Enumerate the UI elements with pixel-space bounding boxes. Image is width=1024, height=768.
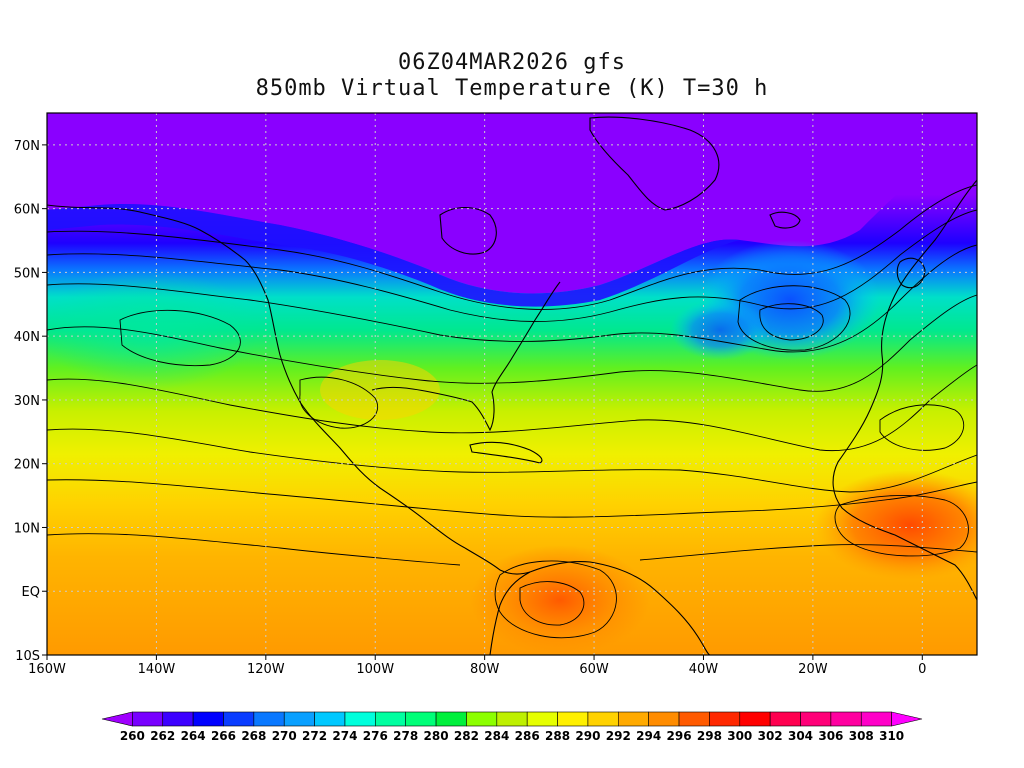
colorbar-label: 262	[150, 729, 175, 743]
lon-tick-label: 100W	[356, 662, 394, 677]
colorbar-swatch	[557, 711, 589, 727]
colorbar-swatch	[162, 711, 194, 727]
colorbar-swatch	[830, 711, 862, 727]
lon-tick-label: 140W	[138, 662, 176, 677]
lat-tick-label: EQ	[22, 585, 40, 600]
colorbar-swatch	[375, 711, 407, 727]
colorbar-label: 280	[424, 729, 449, 743]
colorbar-label: 282	[454, 729, 479, 743]
colorbar-lower-arrow	[101, 711, 133, 727]
colorbar-swatch	[223, 711, 255, 727]
colorbar-label: 286	[515, 729, 540, 743]
colorbar-label: 304	[788, 729, 813, 743]
temperature-colorbar: 260 262 264 266 268 270 272 274 276 278 280 282 284 2…	[101, 711, 923, 743]
longitude-axis: 160W 140W 120W 100W 80W 60W 40W 20W 0	[28, 655, 926, 677]
colorbar-swatch	[132, 711, 164, 727]
lat-tick-label: 50N	[14, 266, 40, 281]
map-title-line1: 06Z04MAR2026 gfs	[398, 50, 626, 75]
lon-tick-label: 160W	[28, 662, 66, 677]
colorbar-swatch	[344, 711, 376, 727]
colorbar-label: 264	[181, 729, 206, 743]
colorbar-swatch	[860, 711, 892, 727]
isotherm-contours	[47, 184, 977, 639]
lat-tick-label: 30N	[14, 394, 40, 409]
temperature-field	[47, 113, 977, 655]
colorbar-label: 310	[879, 729, 904, 743]
lat-tick-label: 10S	[15, 649, 40, 664]
colorbar-label: 266	[211, 729, 236, 743]
colorbar-swatch	[466, 711, 498, 727]
colorbar-swatch	[739, 711, 771, 727]
coastlines	[47, 116, 977, 655]
colorbar-label: 278	[393, 729, 418, 743]
colorbar-swatch	[769, 711, 801, 727]
map-title-line2: 850mb Virtual Temperature (K) T=30 h	[255, 76, 769, 101]
colorbar-label: 270	[272, 729, 297, 743]
lon-tick-label: 0	[918, 662, 926, 677]
colorbar-label: 302	[758, 729, 783, 743]
colorbar-label: 284	[484, 729, 509, 743]
colorbar-label: 292	[606, 729, 631, 743]
colorbar-swatch	[709, 711, 741, 727]
lat-tick-label: 40N	[14, 330, 40, 345]
colorbar-label: 276	[363, 729, 388, 743]
lon-tick-label: 60W	[579, 662, 609, 677]
colorbar-swatch	[526, 711, 558, 727]
colorbar-swatch	[253, 711, 285, 727]
lat-tick-label: 10N	[14, 521, 40, 536]
colorbar-swatch	[800, 711, 832, 727]
lon-tick-label: 20W	[798, 662, 828, 677]
lat-tick-label: 20N	[14, 458, 40, 473]
colorbar-swatch	[617, 711, 649, 727]
lat-tick-label: 60N	[14, 203, 40, 218]
colorbar-label: 296	[667, 729, 692, 743]
colorbar-swatch	[435, 711, 467, 727]
colorbar-label: 308	[849, 729, 874, 743]
colorbar-swatch	[496, 711, 528, 727]
colorbar-label: 272	[302, 729, 327, 743]
colorbar-label: 274	[332, 729, 357, 743]
colorbar-swatch	[648, 711, 680, 727]
colorbar-swatch	[678, 711, 710, 727]
colorbar-upper-arrow	[891, 711, 923, 727]
colorbar-label: 290	[575, 729, 600, 743]
colorbar-label: 260	[120, 729, 145, 743]
lat-tick-label: 70N	[14, 139, 40, 154]
colorbar-label: 306	[818, 729, 843, 743]
colorbar-swatch	[314, 711, 346, 727]
lon-tick-label: 80W	[470, 662, 500, 677]
colorbar-swatch	[283, 711, 315, 727]
lon-tick-label: 40W	[689, 662, 719, 677]
colorbar-label: 294	[636, 729, 661, 743]
colorbar-swatch	[192, 711, 224, 727]
colorbar-label: 288	[545, 729, 570, 743]
colorbar-swatch	[405, 711, 437, 727]
map-frame	[46, 112, 978, 656]
colorbar-label: 300	[727, 729, 752, 743]
colorbar-swatch	[587, 711, 619, 727]
lon-tick-label: 120W	[247, 662, 285, 677]
colorbar-label: 298	[697, 729, 722, 743]
colorbar-label: 268	[241, 729, 266, 743]
lat-lon-gridlines	[47, 113, 977, 655]
latitude-axis: 10S EQ 10N 20N 30N 40N 50N 60N 70N	[14, 139, 47, 664]
